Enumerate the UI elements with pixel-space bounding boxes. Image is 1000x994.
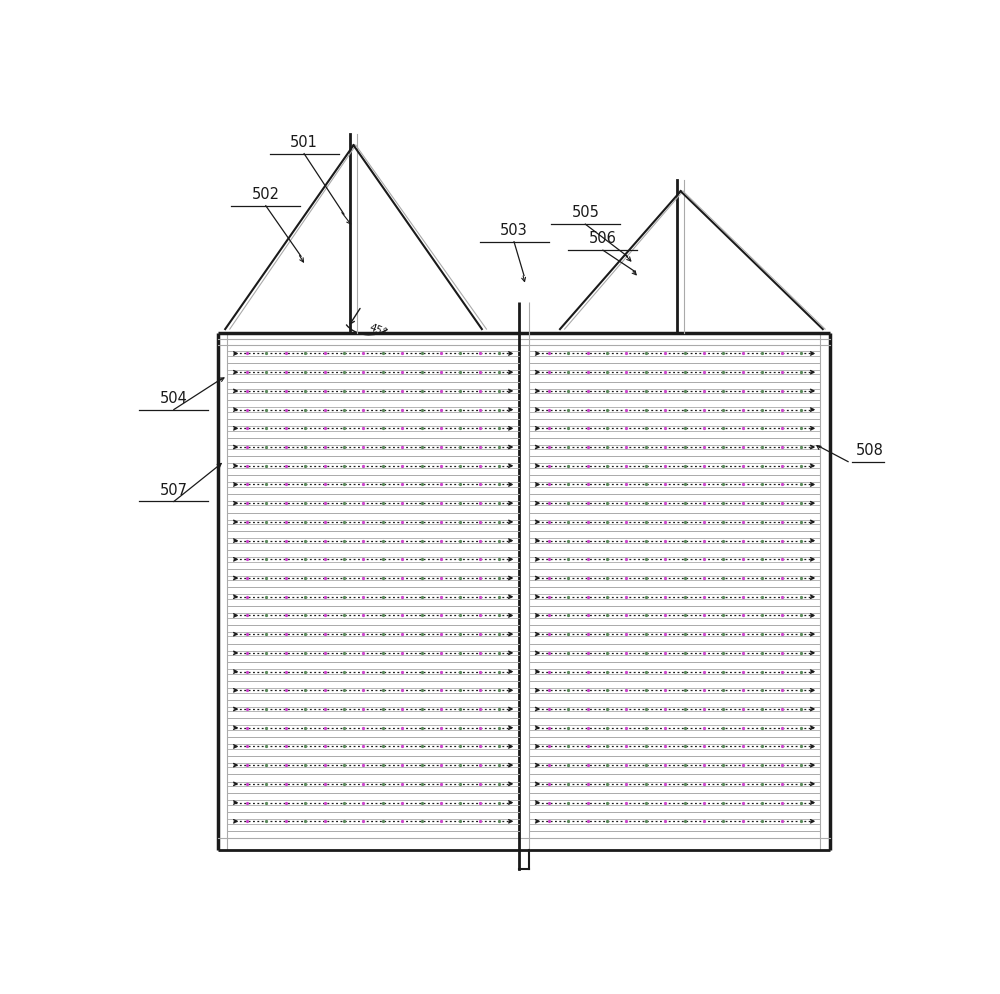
- Text: 506: 506: [589, 232, 617, 247]
- Text: 507: 507: [160, 482, 188, 497]
- Text: 503: 503: [500, 223, 528, 238]
- Text: 504: 504: [160, 391, 188, 406]
- Text: 508: 508: [856, 442, 884, 457]
- Text: 45°: 45°: [368, 322, 389, 338]
- Text: 502: 502: [252, 187, 280, 202]
- Text: 501: 501: [290, 135, 318, 150]
- Text: 505: 505: [571, 205, 599, 220]
